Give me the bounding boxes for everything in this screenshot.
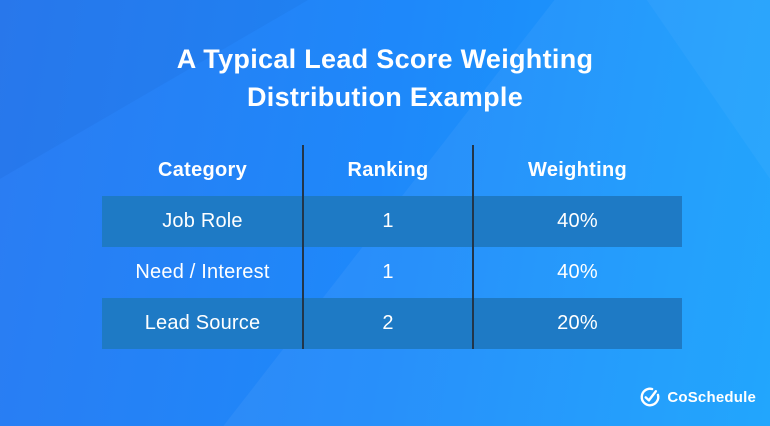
cell-lead-source-weighting: 20% xyxy=(473,298,682,349)
cell-job-role-weighting: 40% xyxy=(473,196,682,247)
cell-lead-source-category: Lead Source xyxy=(102,298,303,349)
page-title-line2: Distribution Example xyxy=(246,82,524,112)
column-header-ranking: Ranking xyxy=(347,159,429,181)
coschedule-logo-text: CoSchedule xyxy=(667,388,756,406)
page-title: A Typical Lead Score Weighting Distributi… xyxy=(0,40,770,116)
cell-lead-source-ranking: 2 xyxy=(303,298,473,349)
column-divider xyxy=(302,145,304,349)
coschedule-logo-icon xyxy=(640,387,660,407)
cell-need-interest-ranking: 1 xyxy=(382,261,394,283)
page-title-line1: A Typical Lead Score Weighting xyxy=(176,44,594,74)
column-divider xyxy=(472,145,474,349)
cell-need-interest-weighting: 40% xyxy=(557,261,598,283)
column-header-weighting: Weighting xyxy=(528,159,627,181)
lead-score-table: Category Ranking Weighting Job Role 1 40… xyxy=(102,145,682,349)
cell-need-interest-category: Need / Interest xyxy=(135,261,270,283)
coschedule-logo: CoSchedule xyxy=(639,386,756,408)
cell-job-role-ranking: 1 xyxy=(303,196,473,247)
column-header-category: Category xyxy=(157,159,248,181)
cell-job-role-category: Job Role xyxy=(102,196,303,247)
